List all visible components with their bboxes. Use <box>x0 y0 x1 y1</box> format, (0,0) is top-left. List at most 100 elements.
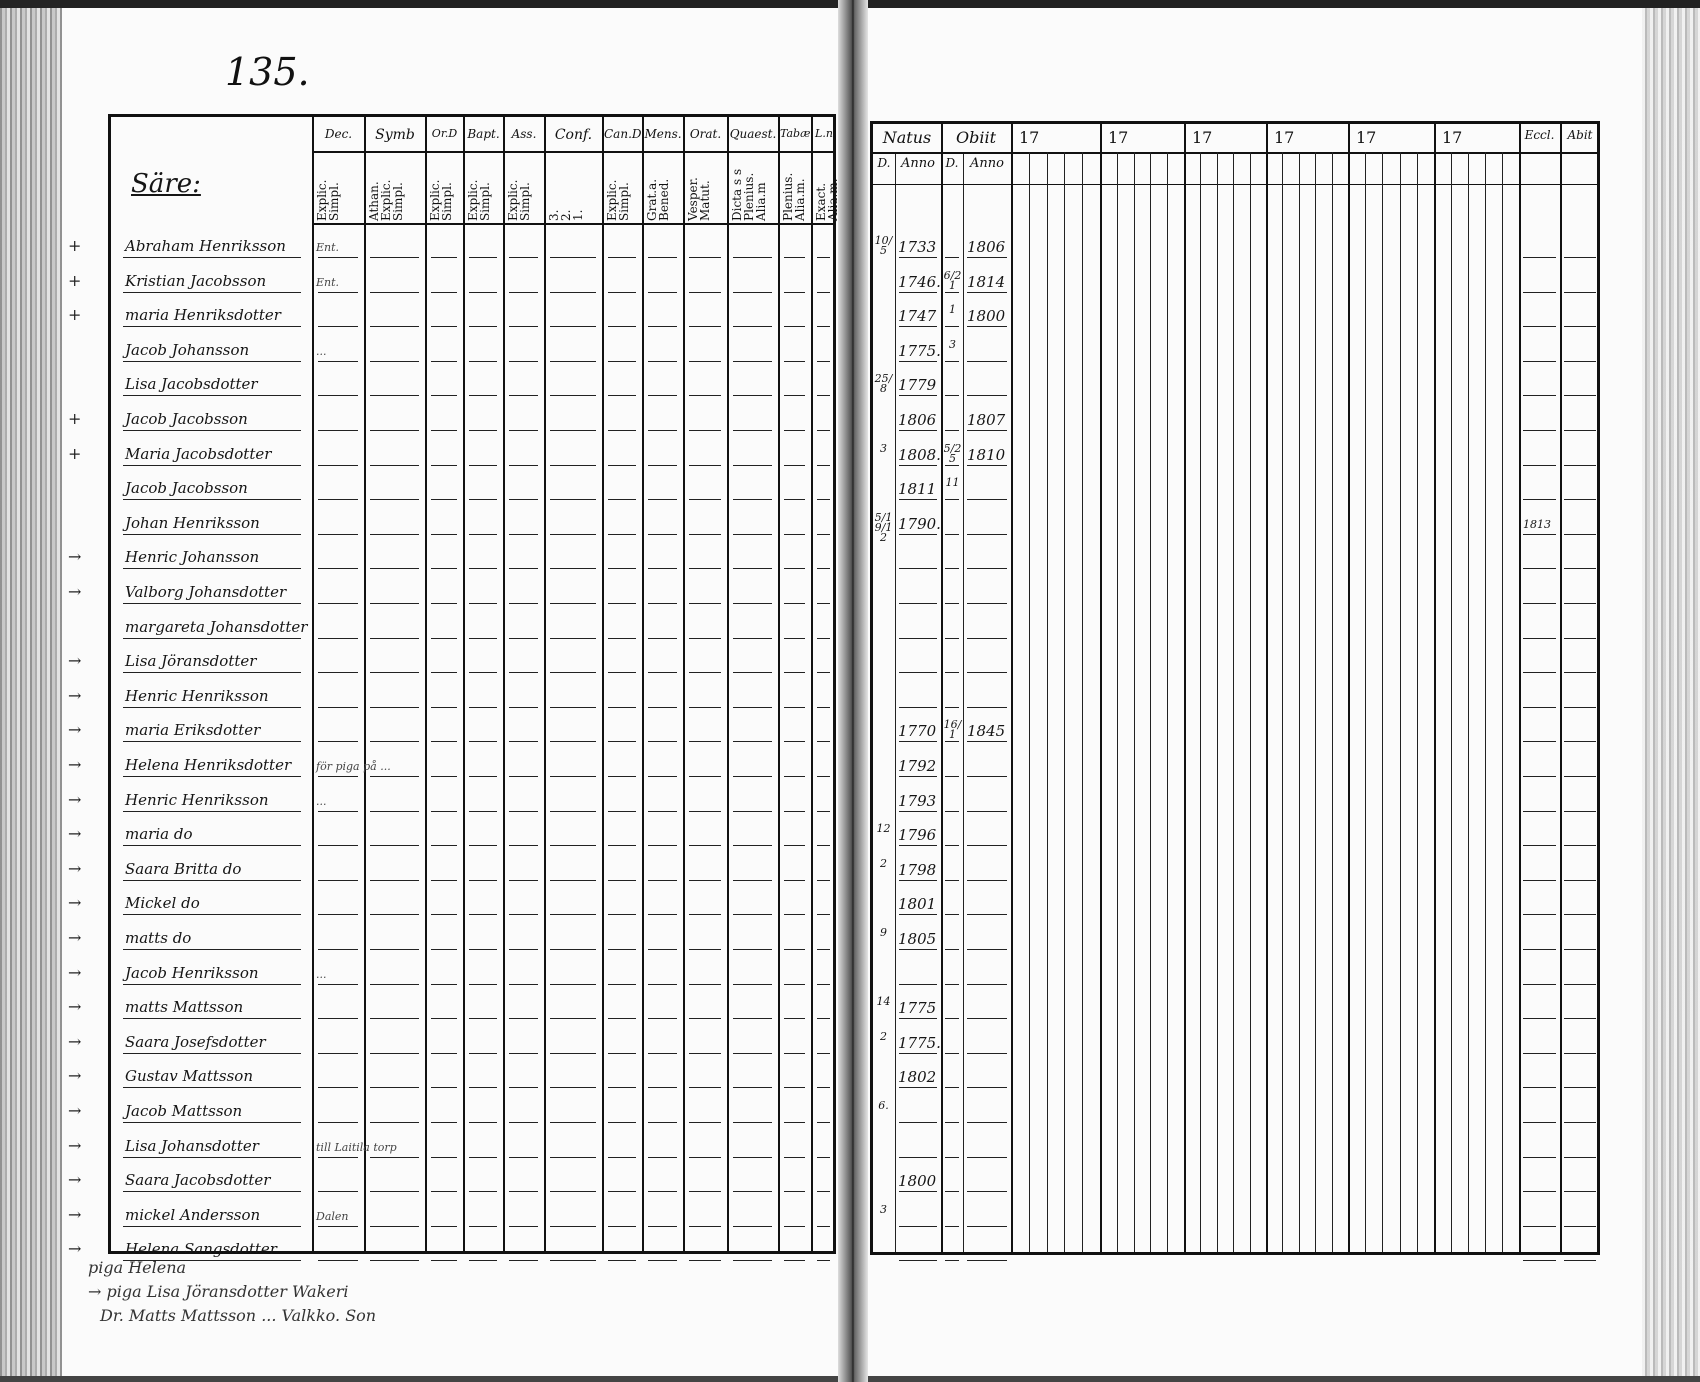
cell-line <box>967 1018 1007 1020</box>
cell-line <box>689 1018 721 1020</box>
cell-line <box>1523 776 1556 777</box>
cell-line <box>784 879 805 881</box>
name-underline <box>123 603 301 604</box>
cell-line <box>608 1018 636 1020</box>
person-name: Lisa Johansdotter <box>125 1136 259 1155</box>
cell-line <box>648 1052 677 1054</box>
cell-line <box>469 1225 497 1227</box>
name-underline <box>123 1225 301 1227</box>
person-name: Saara Britta do <box>125 859 242 878</box>
cell-line <box>1523 1260 1556 1262</box>
cell-line <box>1564 706 1596 708</box>
cell-line <box>1523 672 1556 674</box>
cell-line <box>1564 326 1596 328</box>
cell-line <box>550 983 596 985</box>
cell-line <box>733 879 772 881</box>
cell-line <box>509 291 538 293</box>
cell-line <box>1564 983 1596 985</box>
obiit-day: 1 <box>949 303 956 317</box>
cell-line <box>899 810 937 812</box>
cell-line <box>431 637 457 639</box>
cell-line <box>469 326 497 328</box>
natus-year: 1793 <box>898 791 937 810</box>
row-mark: → <box>68 651 82 671</box>
cell-line <box>509 568 538 570</box>
column-subheader: Dicta s s Plenius. Alia.m <box>730 168 768 221</box>
cell-line <box>689 983 721 985</box>
cell-line <box>784 741 805 743</box>
natus-day: 12 <box>876 822 891 836</box>
cell-line <box>784 1052 805 1054</box>
cell-line <box>967 395 1007 397</box>
cell-line <box>689 360 721 362</box>
natus-year: 1733 <box>898 238 937 256</box>
cell-line <box>550 776 596 777</box>
cell-line <box>967 499 1007 501</box>
cell-line <box>318 533 358 535</box>
cell-line <box>1564 499 1596 501</box>
cell-line <box>899 257 937 258</box>
cell-line <box>945 776 959 777</box>
cell-line <box>370 464 419 466</box>
cell-line <box>370 1018 419 1020</box>
cell-line <box>1564 395 1596 397</box>
year-subcolumn <box>1382 152 1384 1252</box>
cell-line <box>733 776 772 777</box>
cell-line <box>1523 879 1556 881</box>
cell-line <box>431 949 457 950</box>
name-underline <box>123 776 301 777</box>
cell-line <box>608 741 636 743</box>
cell-line <box>1523 533 1556 535</box>
name-underline <box>123 291 301 293</box>
cell-line <box>608 568 636 570</box>
cell-line <box>817 1260 830 1262</box>
cell-line <box>817 1018 830 1020</box>
cell-line <box>817 326 830 328</box>
name-column-header: Säre: <box>131 169 201 199</box>
cell-line <box>817 914 830 916</box>
cell-line <box>689 430 721 431</box>
person-name: mickel Andersson <box>125 1205 261 1224</box>
book-edge-right <box>1642 0 1700 1382</box>
cell-line <box>550 1122 596 1123</box>
cell-line <box>945 257 959 258</box>
cell-line <box>817 879 830 881</box>
person-name: Kristian Jacobsson <box>125 271 267 290</box>
cell-line <box>1523 949 1556 950</box>
cell-line <box>899 949 937 950</box>
person-name: Abraham Henriksson <box>125 237 286 255</box>
column-divider <box>1519 124 1521 1252</box>
cell-line <box>733 741 772 743</box>
natus-year: 1747 <box>898 307 937 326</box>
cell-line <box>817 1052 830 1054</box>
cell-line <box>550 845 596 847</box>
cell-line <box>509 1191 538 1193</box>
cell-line <box>608 914 636 916</box>
cell-line <box>967 1191 1007 1193</box>
cell-line <box>318 1156 358 1158</box>
cell-line <box>1523 360 1556 362</box>
cell-line <box>608 1052 636 1054</box>
name-underline <box>123 672 301 674</box>
cell-line <box>967 430 1007 431</box>
column-divider <box>811 117 813 1251</box>
year-group-header: 17 <box>1108 128 1129 147</box>
cell-line <box>1523 1156 1556 1158</box>
cell-line <box>509 1156 538 1158</box>
cell-line <box>509 1018 538 1020</box>
cell-line <box>817 1225 830 1227</box>
person-name: Jacob Johansson <box>125 340 250 359</box>
cell-line <box>648 568 677 570</box>
column-header: Conf. <box>554 127 593 143</box>
cell-line <box>899 706 937 708</box>
cell-line <box>431 1052 457 1054</box>
cell-line <box>1564 1052 1596 1054</box>
cell-line <box>318 810 358 812</box>
cell-line <box>945 499 959 501</box>
cell-line <box>431 1260 457 1262</box>
cell-line <box>370 603 419 604</box>
cell-line <box>431 914 457 916</box>
cell-line <box>1523 1052 1556 1054</box>
cell-line <box>733 949 772 950</box>
natus-day: 25/8 <box>874 372 893 396</box>
